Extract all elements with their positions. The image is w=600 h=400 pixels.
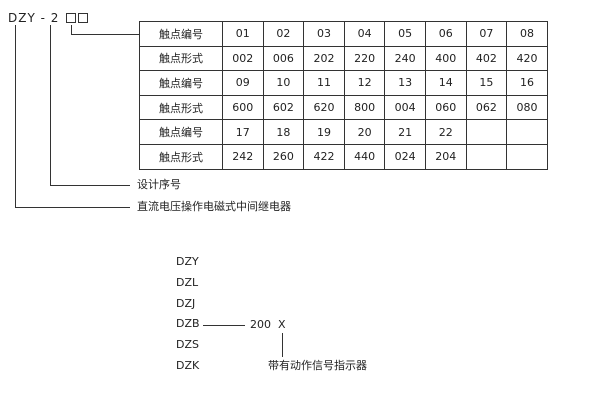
suffix-meaning: 带有动作信号指示器 [268,359,367,372]
table-cell: 12 [343,70,386,96]
row-label: 触点编号 [139,70,223,96]
example-suffix: X [278,318,286,331]
table-cell: 02 [262,21,305,47]
table-cell: 220 [343,45,386,72]
suffix-leader-line [282,333,283,357]
placeholder-box [66,13,77,23]
table-cell: 05 [384,21,426,47]
model-code: DZY - 2 [8,11,89,25]
leader-line-contacts [71,34,139,35]
table-cell: 420 [506,45,548,72]
table-cell: 14 [424,70,467,96]
series-code: DZY [176,255,199,268]
table-cell: 06 [424,21,467,47]
row-label: 触点形式 [139,45,223,72]
table-cell: 060 [424,94,467,121]
series-code: DZJ [176,296,196,310]
example-code: 200 [250,318,271,331]
table-cell: 242 [222,143,264,170]
relay-type-label: 直流电压操作电磁式中间继电器 [137,200,291,213]
leader-line-type [15,207,130,208]
table-cell: 062 [465,94,508,121]
table-cell: 13 [384,70,426,96]
table-cell: 080 [506,94,548,121]
table-row: 触点编号 17 18 19 20 21 22 [139,119,548,145]
table-row: 触点编号 09 10 11 12 13 14 15 16 [139,70,548,96]
table-cell: 440 [343,143,386,170]
table-cell: 260 [262,143,305,170]
table-row: 触点编号 01 02 03 04 05 06 07 08 [139,21,548,47]
table-cell [506,143,548,170]
row-label: 触点编号 [139,21,223,47]
series-code: DZS [176,338,199,352]
table-cell: 202 [303,45,345,72]
table-cell: 002 [222,45,264,72]
table-cell: 240 [384,45,426,72]
table-cell: 17 [222,119,264,145]
table-cell: 400 [424,45,467,72]
table-cell: 01 [222,21,264,47]
table-cell: 07 [465,21,508,47]
table-cell: 16 [506,70,548,96]
table-cell: 600 [222,94,264,121]
table-cell: 620 [303,94,345,121]
table-cell: 10 [262,70,305,96]
row-label: 触点形式 [139,143,223,170]
table-cell [465,119,508,145]
table-cell [506,119,548,145]
series-code: DZB [176,317,200,331]
table-cell: 21 [384,119,426,145]
design-serial-label: 设计序号 [137,178,181,191]
connector-line [203,325,245,326]
table-cell: 006 [262,45,305,72]
table-cell: 04 [343,21,386,47]
table-row: 触点形式 600 602 620 800 004 060 062 080 [139,94,548,121]
table-cell: 204 [424,143,467,170]
row-label: 触点形式 [139,94,223,121]
row-label: 触点编号 [139,119,223,145]
table-cell: 19 [303,119,345,145]
leader-line-contacts [71,25,72,34]
table-cell: 09 [222,70,264,96]
model-prefix: DZY - 2 [8,11,60,25]
table-cell: 800 [343,94,386,121]
table-row: 触点形式 242 260 422 440 024 204 [139,143,548,170]
table-cell: 024 [384,143,426,170]
table-cell [465,143,508,170]
contact-table: 触点编号 01 02 03 04 05 06 07 08 触点形式 002 006 202 220 240 4… [139,21,548,170]
leader-line-serial [50,25,51,185]
table-row: 触点形式 002 006 202 220 240 400 402 420 [139,45,548,72]
table-cell: 402 [465,45,508,72]
table-cell: 18 [262,119,305,145]
table-cell: 422 [303,143,345,170]
table-cell: 20 [343,119,386,145]
leader-line-type [15,25,16,207]
table-cell: 11 [303,70,345,96]
leader-line-serial [50,185,130,186]
table-cell: 22 [424,119,467,145]
placeholder-box [78,13,89,23]
table-cell: 602 [262,94,305,121]
table-cell: 03 [303,21,345,47]
table-cell: 004 [384,94,426,121]
table-cell: 08 [506,21,548,47]
series-code: DZK [176,359,200,372]
table-cell: 15 [465,70,508,96]
series-code: DZL [176,275,199,289]
